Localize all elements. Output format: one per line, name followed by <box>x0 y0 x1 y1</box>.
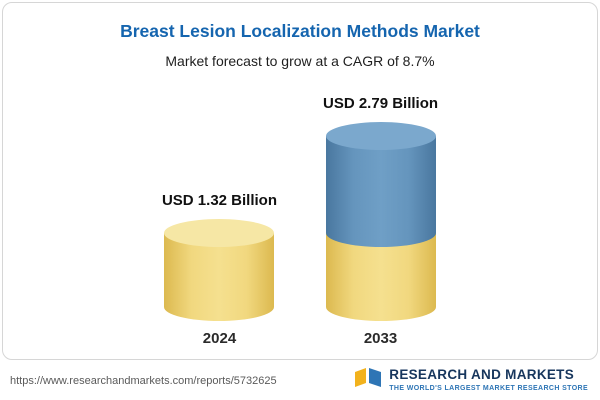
cylinder-2024-top-ellipse <box>164 219 275 248</box>
bar-column-2024: USD 1.32 Billion 2024 <box>162 192 277 347</box>
bar-chart: USD 1.32 Billion 2024 USD 2.79 Billion 2… <box>3 95 597 347</box>
cylinder-2024-body <box>164 233 275 321</box>
cylinder-2033-growth-segment <box>325 136 436 248</box>
brand-tagline: THE WORLD'S LARGEST MARKET RESEARCH STOR… <box>389 385 588 393</box>
cylinder-2033-base-segment <box>325 233 436 321</box>
cylinder-2033 <box>325 122 436 321</box>
year-label-2033: 2033 <box>363 330 398 347</box>
cylinder-2024 <box>164 219 275 321</box>
chart-subtitle: Market forecast to grow at a CAGR of 8.7… <box>165 53 435 69</box>
report-url: https://www.researchandmarkets.com/repor… <box>10 374 277 387</box>
cylinder-2033-top-ellipse <box>325 122 436 150</box>
brand-logo: RESEARCH AND MARKETS THE WORLD'S LARGEST… <box>354 367 588 394</box>
value-label-2024: USD 1.32 Billion <box>161 192 277 210</box>
footer: https://www.researchandmarkets.com/repor… <box>2 361 598 400</box>
brand-logo-icon <box>354 367 382 394</box>
brand-name: RESEARCH AND MARKETS <box>389 367 575 383</box>
chart-title: Breast Lesion Localization Methods Marke… <box>120 21 480 41</box>
chart-header: Breast Lesion Localization Methods Marke… <box>3 3 597 69</box>
value-label-2033: USD 2.79 Billion <box>323 95 439 112</box>
bar-column-2033: USD 2.79 Billion 2033 <box>323 95 438 347</box>
chart-card: Breast Lesion Localization Methods Marke… <box>2 2 598 360</box>
year-label-2024: 2024 <box>202 330 237 347</box>
brand-text: RESEARCH AND MARKETS THE WORLD'S LARGEST… <box>389 368 588 392</box>
